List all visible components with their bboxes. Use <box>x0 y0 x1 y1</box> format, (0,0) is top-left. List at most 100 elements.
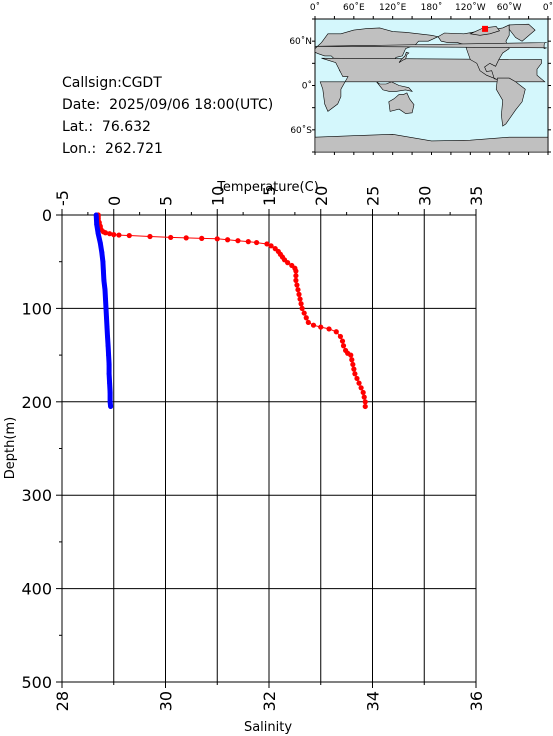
temperature-point <box>326 326 332 332</box>
temperature-point <box>116 232 122 238</box>
depth-axis-title: Depth(m) <box>3 417 18 479</box>
salinity-point <box>102 287 108 293</box>
temperature-point <box>147 233 153 240</box>
temperature-point <box>225 237 231 243</box>
salinity-point <box>93 212 99 218</box>
japan-landmass <box>398 51 410 63</box>
salinity-point <box>107 390 113 395</box>
map-latitude-label: 0˚ <box>302 81 312 92</box>
map-frame-ticks <box>312 16 551 155</box>
depth-tick-label: 100 <box>21 299 52 318</box>
temperature-tick-label: 35 <box>467 186 486 206</box>
salinity-point <box>101 268 106 274</box>
map-latitude-label: 60˚N <box>290 36 312 47</box>
map-land <box>314 23 549 153</box>
temperature-point <box>264 241 270 247</box>
temperature-point <box>235 238 241 244</box>
temperature-point <box>294 282 300 288</box>
temperature-point <box>297 296 303 302</box>
temperature-point <box>253 239 260 246</box>
north-america-landmass <box>437 24 510 80</box>
temperature-point <box>199 235 205 241</box>
temperature-point <box>356 380 362 386</box>
map-longitude-label: 0˚ <box>543 2 553 13</box>
temperature-tick-label: 5 <box>157 196 176 206</box>
temperature-tick-label: 20 <box>312 186 331 206</box>
salinity-point <box>105 334 110 339</box>
australia-landmass <box>388 92 415 114</box>
salinity-point <box>103 296 108 302</box>
profile-series <box>93 212 368 410</box>
temperature-point <box>285 260 291 266</box>
salinity-point <box>99 249 105 255</box>
latitude-text: Lat.: 76.632 <box>62 119 151 135</box>
temperature-tick-label: -5 <box>53 190 72 206</box>
temperature-axis-title: Temperature(C) <box>216 180 319 195</box>
map-longitude-label: 0˚ <box>310 2 320 13</box>
temperature-point <box>340 343 347 349</box>
temperature-point <box>293 268 299 274</box>
temperature-point <box>268 243 274 249</box>
salinity-axis: 28 30 32 34 36 <box>53 682 486 711</box>
map-longitude-label: 120˚W <box>455 2 486 13</box>
temperature-point <box>296 291 302 297</box>
temperature-point <box>362 403 368 410</box>
temperature-point <box>301 310 307 316</box>
temperature-tick-label: 15 <box>260 186 279 206</box>
depth-tick-label: 200 <box>21 393 52 412</box>
temperature-point <box>354 375 360 382</box>
depth-tick-label: 500 <box>21 673 52 692</box>
temperature-point <box>126 232 132 239</box>
temperature-point <box>339 338 346 344</box>
temperature-point <box>350 361 356 368</box>
salinity-point <box>100 259 106 265</box>
temperature-point <box>352 371 358 377</box>
temperature-point <box>337 333 344 340</box>
salinity-point <box>94 221 100 227</box>
callsign-text: Callsign:CGDT <box>62 75 162 91</box>
temperature-point <box>333 329 339 335</box>
temperature-profile-line <box>97 214 366 407</box>
float-info-panel: Callsign:CGDT Date: 2025/09/06 18:00(UTC… <box>62 72 273 160</box>
profile-chart: -5 0 5 10 15 20 25 30 35 28 30 32 34 36 010020030040… <box>3 180 486 735</box>
temperature-tick-label: 0 <box>105 196 124 206</box>
depth-axis: 0 100 200 300 400 500 <box>21 206 62 692</box>
salinity-point <box>103 306 109 311</box>
depth-tick-label: 0 <box>42 206 52 225</box>
south-america-landmass <box>495 77 526 127</box>
temperature-point <box>293 277 299 283</box>
map-longitude-label: 60˚E <box>343 2 365 13</box>
map-latitude-labels: 60˚N 0˚ 60˚S <box>290 36 312 136</box>
salinity-tick-label: 36 <box>467 691 486 711</box>
map-longitude-label: 120˚E <box>379 2 407 13</box>
temperature-point <box>295 287 301 293</box>
temperature-point <box>107 231 113 237</box>
salinity-point <box>105 343 111 349</box>
temperature-point <box>360 389 366 396</box>
temperature-point <box>310 322 317 328</box>
salinity-point <box>106 371 112 377</box>
date-text: Date: 2025/09/06 18:00(UTC) <box>62 97 274 113</box>
salinity-tick-label: 30 <box>157 691 176 711</box>
salinity-point <box>107 399 113 405</box>
temperature-point <box>318 324 324 330</box>
salinity-point <box>106 362 112 367</box>
temperature-point <box>102 230 109 236</box>
temperature-point <box>183 235 189 241</box>
salinity-point <box>97 240 103 246</box>
map-longitude-labels: 0˚ 60˚E 120˚E 180˚ 120˚W 60˚W 0˚ <box>310 2 553 13</box>
salinity-point <box>108 404 114 409</box>
temperature-point <box>361 394 367 400</box>
uk-landmass <box>314 42 547 50</box>
temperature-point <box>358 385 364 391</box>
longitude-text: Lon.: 262.721 <box>62 141 163 157</box>
temperature-point <box>245 239 251 245</box>
temperature-tick-label: 10 <box>208 186 227 206</box>
salinity-point <box>104 324 110 330</box>
temperature-tick-label: 25 <box>364 186 383 206</box>
salinity-point <box>95 231 101 237</box>
salinity-axis-title: Salinity <box>244 720 292 735</box>
salinity-point <box>101 277 107 283</box>
salinity-tick-label: 28 <box>53 691 72 711</box>
temperature-point <box>214 236 220 242</box>
